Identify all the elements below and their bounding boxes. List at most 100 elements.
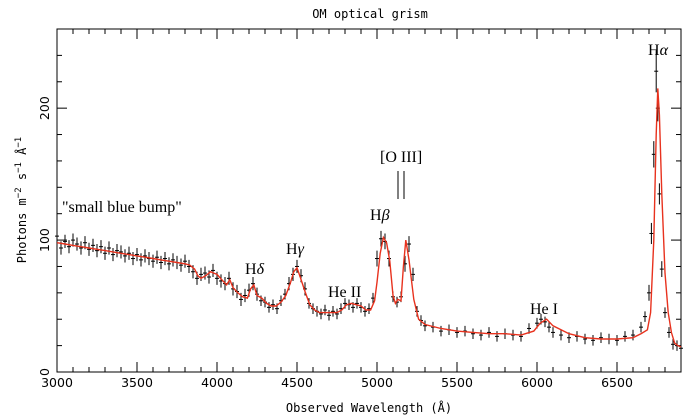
data-point xyxy=(543,316,547,328)
data-point xyxy=(455,327,459,338)
y-tick-label: 0 xyxy=(37,368,52,376)
annotation-h-delta: Hδ xyxy=(245,261,265,278)
data-point xyxy=(407,236,411,252)
data-point xyxy=(107,241,111,255)
data-point xyxy=(379,230,383,247)
data-point xyxy=(295,259,299,274)
data-point xyxy=(91,238,95,252)
x-tick-label: 4500 xyxy=(281,375,313,390)
x-tick-label: 5000 xyxy=(361,375,393,390)
x-axis-label: Observed Wavelength (Å) xyxy=(286,400,452,415)
data-point xyxy=(367,303,371,314)
data-point xyxy=(335,308,339,320)
data-point xyxy=(251,277,255,291)
data-point xyxy=(227,271,231,285)
data-point xyxy=(423,320,427,332)
data-point xyxy=(139,253,143,267)
data-point xyxy=(131,251,135,266)
data-point xyxy=(243,288,247,303)
data-point xyxy=(135,247,139,262)
data-point xyxy=(659,261,664,278)
data-point xyxy=(667,327,671,338)
data-point xyxy=(323,304,327,316)
annotation-h-beta: Hβ xyxy=(370,207,390,224)
data-point xyxy=(643,311,647,322)
data-point xyxy=(271,299,275,310)
data-point xyxy=(123,249,127,263)
data-point xyxy=(375,250,379,267)
data-point xyxy=(615,335,619,346)
data-point xyxy=(495,331,499,342)
data-point xyxy=(159,255,163,270)
data-point xyxy=(127,246,131,260)
data-point xyxy=(647,284,651,301)
data-point xyxy=(63,234,67,248)
x-tick-label: 3000 xyxy=(41,375,73,390)
data-point xyxy=(663,307,667,318)
data-point xyxy=(487,327,491,338)
data-point xyxy=(115,244,119,258)
data-point xyxy=(519,331,523,342)
y-tick-label: 200 xyxy=(37,96,52,120)
data-point xyxy=(331,306,335,317)
data-point xyxy=(99,240,103,254)
data-point xyxy=(55,228,59,245)
data-point xyxy=(479,329,483,341)
data-point xyxy=(183,254,187,268)
axis-ticks xyxy=(56,28,682,373)
annotation-o-iii: [O III] xyxy=(380,149,422,166)
data-point xyxy=(411,267,415,281)
data-point xyxy=(103,246,107,260)
data-point xyxy=(599,332,603,343)
y-tick-label: 100 xyxy=(37,228,52,252)
data-point xyxy=(67,240,71,254)
data-point xyxy=(671,339,675,350)
data-point xyxy=(439,325,443,337)
data-point xyxy=(211,263,215,278)
x-tick-labels: 3000 3500 4000 4500 5000 5500 6000 6500 xyxy=(41,375,633,390)
x-tick-label: 5500 xyxy=(441,375,473,390)
data-point xyxy=(267,302,271,313)
data-point xyxy=(119,245,123,259)
data-point xyxy=(143,249,147,263)
chart-title: OM optical grism xyxy=(312,7,428,21)
data-point xyxy=(639,321,643,333)
y-tick-labels: 0 100 200 xyxy=(37,96,52,376)
data-point xyxy=(583,333,587,345)
data-point xyxy=(155,250,159,264)
data-point xyxy=(111,247,115,262)
data-point xyxy=(657,183,662,205)
data-point xyxy=(95,244,99,258)
annotation-small-blue-bump: "small blue bump" xyxy=(62,199,182,216)
data-point xyxy=(71,233,75,247)
data-point xyxy=(679,342,683,354)
data-point xyxy=(203,266,207,280)
data-point xyxy=(363,306,367,317)
data-point xyxy=(151,254,155,268)
plot-frame xyxy=(56,28,682,373)
annotation-h-alpha: Hα xyxy=(648,42,669,59)
data-point xyxy=(163,251,167,266)
annotation-h-gamma: Hγ xyxy=(286,241,305,258)
data-point xyxy=(327,309,331,321)
annotation-he-i: He I xyxy=(530,301,558,318)
annotation-he-ii: He II xyxy=(328,284,361,301)
data-point xyxy=(171,253,175,267)
data-point xyxy=(649,222,654,245)
data-point xyxy=(591,335,595,346)
x-tick-label: 6000 xyxy=(521,375,553,390)
data-point xyxy=(547,321,551,333)
data-point xyxy=(167,257,171,271)
data-point xyxy=(471,328,475,340)
data-point xyxy=(551,327,555,338)
data-point xyxy=(79,241,83,255)
data-point xyxy=(623,331,627,342)
data-point xyxy=(355,298,359,309)
data-point xyxy=(654,50,659,93)
data-point xyxy=(187,259,191,274)
data-point xyxy=(87,242,91,256)
x-tick-label: 6500 xyxy=(601,375,633,390)
data-point xyxy=(75,237,79,251)
model-line xyxy=(56,88,682,348)
